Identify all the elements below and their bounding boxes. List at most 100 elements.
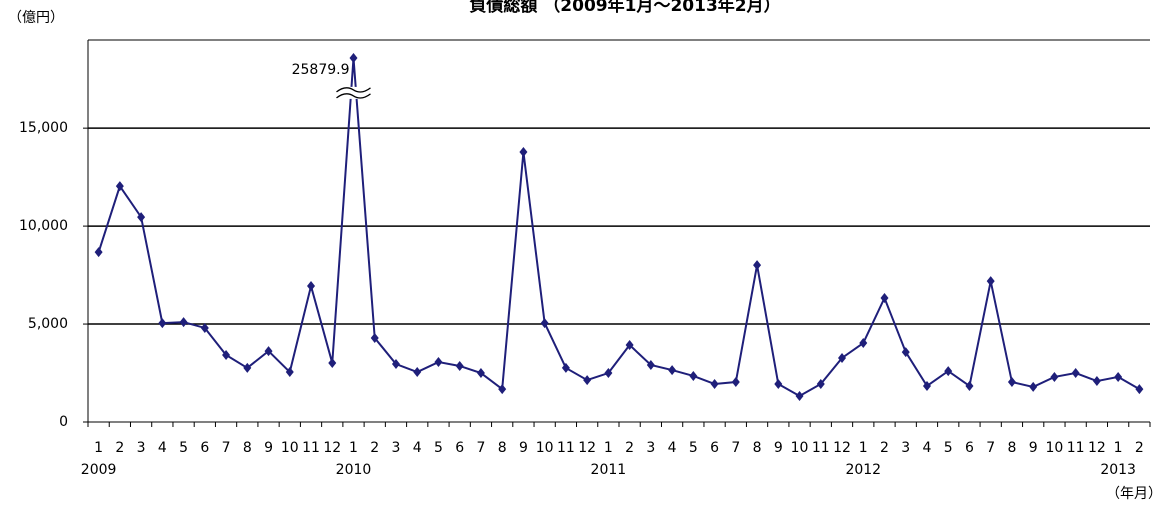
data-point [137, 212, 146, 223]
x-tick-label: 3 [137, 440, 146, 456]
data-point [965, 380, 974, 391]
x-tick-label: 2 [370, 440, 379, 456]
x-tick-label: 1 [349, 440, 358, 456]
data-point [455, 360, 464, 371]
data-point [1007, 377, 1016, 388]
x-tick-label: 10 [791, 440, 809, 456]
year-label: 2012 [845, 462, 881, 478]
data-point [816, 378, 825, 389]
data-point [922, 380, 931, 391]
axis-break [336, 93, 371, 99]
x-tick-label: 2 [115, 440, 124, 456]
x-tick-label: 12 [1088, 440, 1106, 456]
data-point [604, 368, 613, 379]
x-tick-label: 3 [392, 440, 401, 456]
data-point [1029, 381, 1038, 392]
data-point [1050, 371, 1059, 382]
data-point [1071, 368, 1080, 379]
x-tick-label: 12 [323, 440, 341, 456]
x-tick-label: 7 [731, 440, 740, 456]
x-tick-label: 5 [944, 440, 953, 456]
data-point [434, 357, 443, 368]
data-point [307, 281, 316, 292]
data-point [880, 292, 889, 303]
data-point [986, 276, 995, 287]
x-tick-label: 5 [434, 440, 443, 456]
data-point [1114, 371, 1123, 382]
x-tick-label: 6 [455, 440, 464, 456]
axis-break-bg [336, 86, 371, 99]
x-tick-label: 2 [625, 440, 634, 456]
x-tick-label: 8 [753, 440, 762, 456]
data-point [1135, 384, 1144, 395]
year-label: 2011 [591, 462, 627, 478]
data-point [838, 352, 847, 363]
x-tick-label: 8 [243, 440, 252, 456]
data-point [689, 370, 698, 381]
data-point [944, 366, 953, 377]
data-point [710, 378, 719, 389]
data-point [200, 322, 209, 333]
x-tick-label: 9 [264, 440, 273, 456]
x-tick-label: 1 [94, 440, 103, 456]
y-tick-label: 5,000 [28, 316, 68, 332]
x-tick-label: 6 [710, 440, 719, 456]
data-point [413, 367, 422, 378]
x-tick-label: 10 [1046, 440, 1064, 456]
data-point [859, 338, 868, 349]
data-point [222, 350, 231, 361]
data-point [158, 318, 167, 329]
x-tick-label: 2 [880, 440, 889, 456]
data-point [731, 377, 740, 388]
x-tick-label: 5 [179, 440, 188, 456]
year-label: 2010 [336, 462, 372, 478]
x-tick-label: 9 [1029, 440, 1038, 456]
x-tick-label: 4 [923, 440, 932, 456]
data-point [625, 340, 634, 351]
data-point [753, 260, 762, 271]
x-tick-label: 12 [833, 440, 851, 456]
data-point [795, 390, 804, 401]
data-point [901, 347, 910, 358]
data-point [561, 362, 570, 373]
data-label: 25879.9 [292, 62, 350, 78]
x-tick-label: 1 [1114, 440, 1123, 456]
data-point [498, 384, 507, 395]
data-point [391, 359, 400, 370]
x-tick-label: 10 [536, 440, 554, 456]
data-point [115, 181, 124, 192]
data-point [540, 318, 549, 329]
x-tick-label: 12 [578, 440, 596, 456]
data-point [349, 53, 358, 64]
x-tick-label: 4 [413, 440, 422, 456]
data-point [519, 147, 528, 158]
data-point [668, 365, 677, 376]
x-tick-label: 3 [646, 440, 655, 456]
year-label: 2013 [1100, 462, 1136, 478]
x-axis-label: （年月） [1106, 486, 1162, 502]
data-point [646, 359, 655, 370]
data-point [774, 378, 783, 389]
x-tick-label: 6 [965, 440, 974, 456]
x-tick-label: 7 [476, 440, 485, 456]
data-point [328, 358, 337, 369]
data-point [264, 346, 273, 357]
x-tick-label: 1 [859, 440, 868, 456]
x-tick-label: 7 [986, 440, 995, 456]
x-tick-label: 8 [1007, 440, 1016, 456]
x-tick-label: 11 [302, 440, 320, 456]
x-tick-label: 8 [498, 440, 507, 456]
x-tick-label: 1 [604, 440, 613, 456]
x-tick-label: 11 [557, 440, 575, 456]
y-tick-label: 10,000 [19, 218, 68, 234]
data-point [285, 367, 294, 378]
x-tick-label: 7 [222, 440, 231, 456]
x-tick-label: 4 [668, 440, 677, 456]
x-tick-label: 6 [200, 440, 209, 456]
data-point [243, 362, 252, 373]
data-point [94, 247, 103, 258]
x-tick-label: 10 [281, 440, 299, 456]
x-tick-label: 4 [158, 440, 167, 456]
x-tick-label: 11 [1067, 440, 1085, 456]
